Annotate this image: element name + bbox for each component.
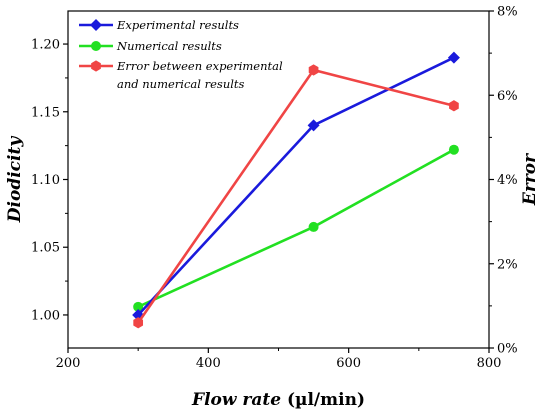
right-y-axis-title: Error [520,153,540,206]
legend-entry-error: Error between experimental and numerical… [79,59,283,91]
legend-marker-shape [91,41,101,51]
plot-series [132,51,460,329]
right-y-tick-label: 4% [497,173,518,188]
legend-marker-error [91,60,101,72]
data-point-1-2 [448,144,459,155]
left-y-tick-label: 1.15 [31,105,60,120]
data-point-1-0 [133,301,144,312]
axis-tick-labels: 200 400 600 800 1.00 1.05 1.10 1.15 1.20 0% 2% 4% 6%… [31,5,518,372]
right-y-tick-label: 6% [497,89,518,104]
data-point-2-1 [308,64,319,76]
legend-marker-shape [90,19,102,31]
x-tick-label: 800 [477,356,502,371]
right-y-tick-label: 0% [497,342,518,357]
legend-entry-numerical: Numerical results [79,39,222,53]
x-tick-label: 600 [336,356,361,371]
data-point-0-2 [447,51,460,64]
left-y-axis-title: Diodicity [5,136,25,224]
legend-label-numerical: Numerical results [116,39,222,53]
x-axis-title: Flow rate (µl/min) [191,390,365,410]
left-y-tick-label: 1.20 [31,38,60,53]
right-y-tick-label: 8% [497,5,518,20]
series-line-1 [137,148,455,309]
legend-marker-shape [91,60,101,72]
legend: Experimental results Numerical results E… [79,18,283,91]
legend-label-error-line1: Error between experimental [116,59,283,73]
left-y-tick-label: 1.10 [31,173,60,188]
legend-marker-numerical [91,41,101,51]
right-y-tick-label: 2% [497,257,518,272]
left-y-tick-label: 1.05 [31,241,60,256]
x-tick-label: 400 [196,356,221,371]
legend-label-error-line2: and numerical results [117,77,245,91]
legend-entry-experimental: Experimental results [79,18,239,32]
data-point-2-2 [449,100,459,112]
x-axis-title-main: Flow rate [191,390,281,410]
axis-ticks [63,10,494,353]
x-axis-title-unit: (µl/min) [287,390,365,410]
x-tick-label: 200 [56,356,81,371]
data-point-2-0 [133,317,144,329]
data-point-1-1 [308,221,319,232]
data-point-0-1 [307,119,320,132]
left-y-tick-label: 1.00 [31,308,60,323]
legend-marker-experimental [90,19,102,31]
legend-label-experimental: Experimental results [116,18,239,32]
